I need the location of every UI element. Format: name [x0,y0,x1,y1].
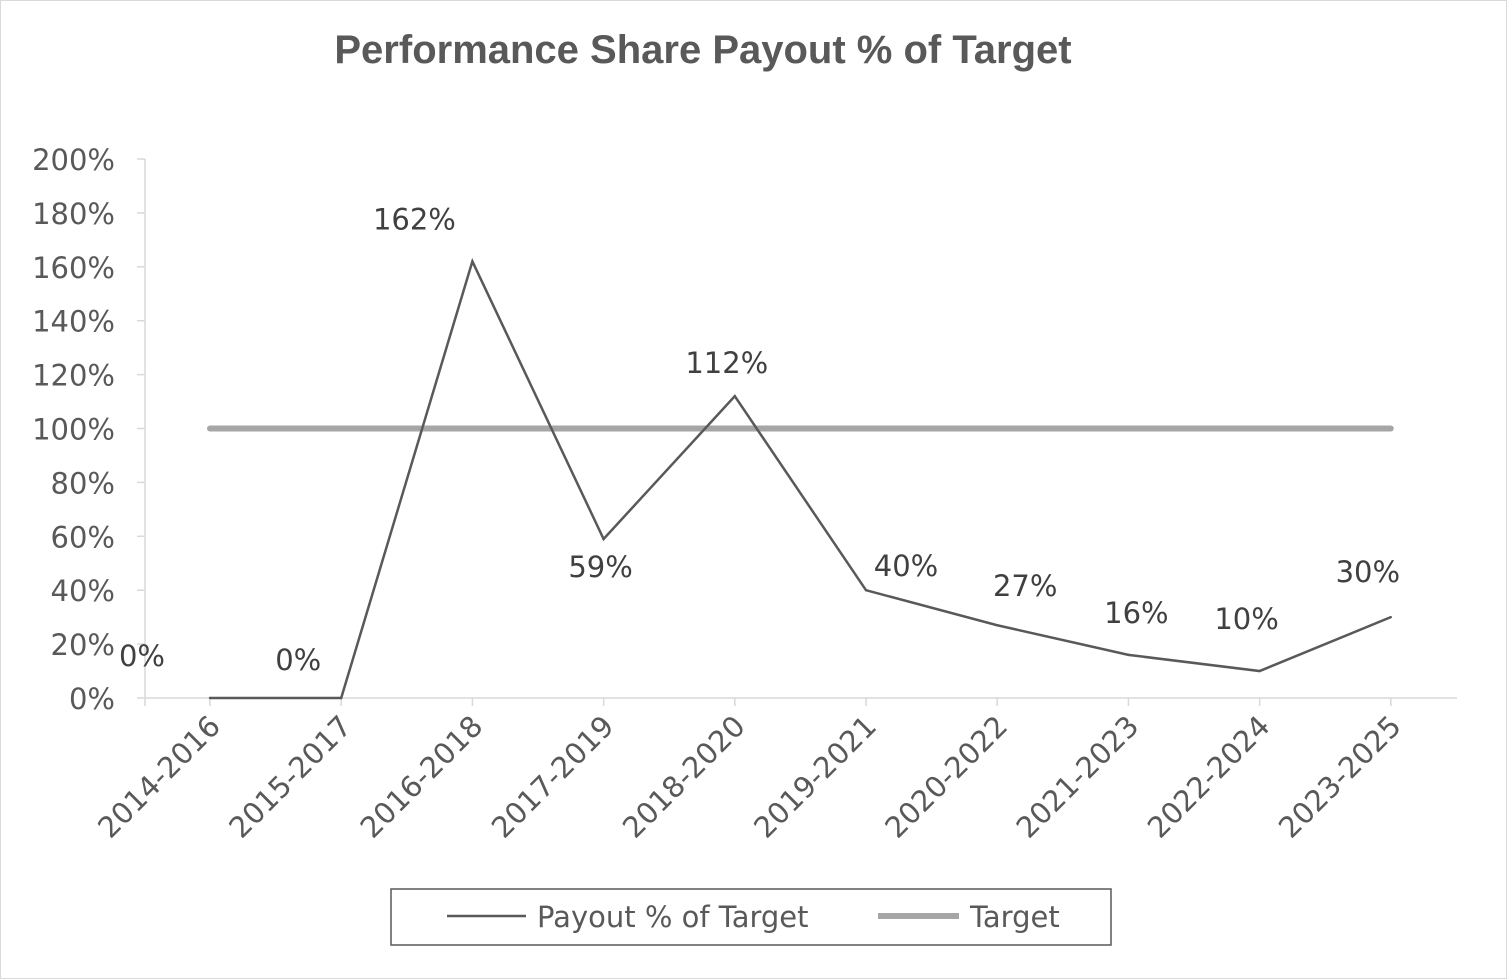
chart-title: Performance Share Payout % of Target [334,28,1071,72]
y-tick-label: 40% [51,574,115,608]
data-label: 30% [1336,555,1400,589]
payout-data-point [1127,653,1130,657]
payout-data-point [733,394,736,398]
x-tick-label: 2021-2023 [1010,709,1146,845]
payout-data-point [864,589,868,592]
payout-data-point [208,696,212,700]
data-label: 16% [1104,596,1168,630]
x-tick-label: 2014-2016 [91,709,227,845]
x-tick-label: 2017-2019 [485,709,621,845]
payout-data-point [340,696,343,700]
data-label: 10% [1214,602,1278,636]
y-tick-label: 180% [32,197,115,231]
y-tick-label: 60% [51,520,115,554]
y-tick-label: 20% [51,628,115,662]
x-tick-label: 2020-2022 [878,709,1014,845]
y-tick-label: 160% [32,251,115,285]
data-label: 162% [373,202,456,236]
series-layer [207,257,1394,700]
legend: Payout % of Target Target [390,888,1112,946]
x-tick-label: 2018-2020 [616,709,752,845]
data-label: 0% [275,643,321,677]
data-label: 27% [993,569,1057,603]
axes: 0%20%40%60%80%100%120%140%160%180%200%20… [32,143,1457,845]
y-tick-label: 200% [32,143,115,177]
x-tick-label: 2015-2017 [222,709,358,845]
legend-target-label: Target [969,900,1060,934]
legend-payout-label: Payout % of Target [537,900,809,934]
x-tick-label: 2016-2018 [354,709,490,845]
data-label: 112% [685,346,768,380]
x-tick-label: 2019-2021 [747,709,883,845]
y-tick-label: 100% [32,413,115,447]
payout-data-point [471,260,474,263]
y-tick-label: 80% [51,466,115,500]
data-label: 0% [119,639,165,673]
data-labels: 0% 0% 162% 59% 112% 40% 27% 16% 10% 30% [119,202,1400,677]
series-payout-line [210,257,1392,700]
payout-data-point [602,537,605,541]
y-tick-label: 120% [32,359,115,393]
payout-data-point [1258,669,1261,673]
data-label: 40% [874,549,938,583]
payout-data-point [1389,615,1393,619]
x-tick-label: 2023-2025 [1272,709,1408,845]
y-tick-label: 140% [32,305,115,339]
y-tick-label: 0% [69,682,115,716]
x-tick-label: 2022-2024 [1141,709,1277,845]
payout-data-point [996,624,999,627]
data-label: 59% [568,550,632,584]
